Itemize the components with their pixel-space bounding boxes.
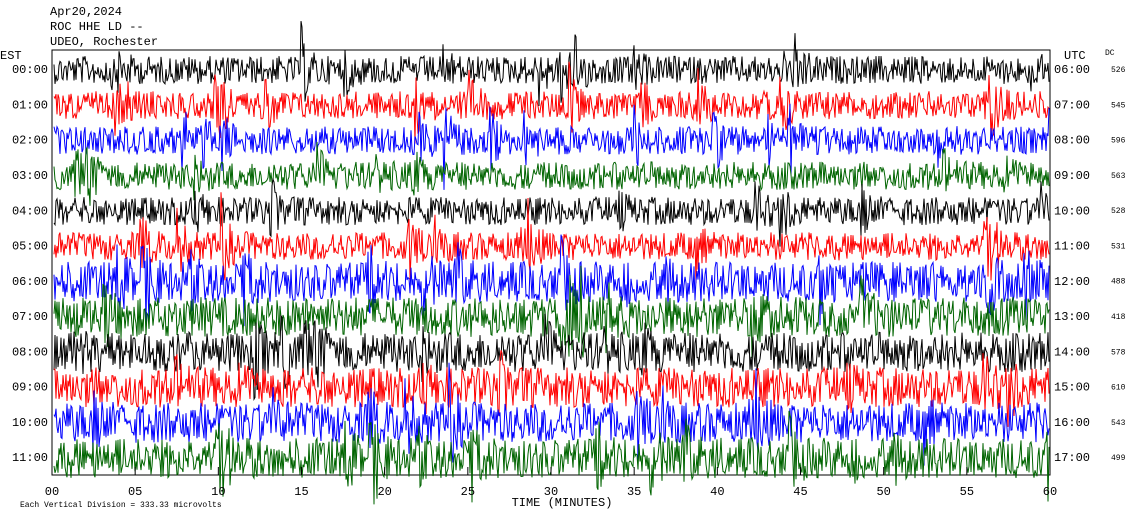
est-label: 05:00 [12, 240, 48, 254]
trace [53, 141, 1050, 206]
est-label: 03:00 [12, 169, 48, 183]
trace [53, 410, 1050, 505]
est-label: 07:00 [12, 310, 48, 324]
dc-value: 610 [1111, 384, 1126, 393]
est-label: 04:00 [12, 204, 48, 218]
trace [53, 362, 1050, 466]
est-label: 01:00 [12, 98, 48, 112]
dc-value: 543 [1111, 419, 1126, 428]
est-label: 00:00 [12, 63, 48, 77]
dc-value: 531 [1111, 242, 1126, 251]
est-label: 08:00 [12, 345, 48, 359]
x-tick-label: 10 [211, 485, 225, 499]
dc-value: 545 [1111, 101, 1126, 110]
zone-label: UTC [1064, 49, 1086, 63]
x-tick-label: 15 [294, 485, 308, 499]
x-tick-label: 50 [876, 485, 890, 499]
dc-value: 418 [1111, 313, 1126, 322]
utc-label: 07:00 [1054, 98, 1090, 112]
trace [53, 350, 1050, 427]
utc-label: 12:00 [1054, 275, 1090, 289]
title-line: ROC HHE LD -- [50, 20, 144, 34]
x-tick-label: 55 [960, 485, 974, 499]
utc-label: 10:00 [1054, 204, 1090, 218]
x-tick-label: 30 [544, 485, 558, 499]
trace [53, 234, 1050, 329]
dc-value: 499 [1111, 454, 1126, 463]
utc-label: 11:00 [1054, 240, 1090, 254]
utc-label: 09:00 [1054, 169, 1090, 183]
est-label: 10:00 [12, 416, 48, 430]
x-tick-label: 60 [1043, 485, 1057, 499]
dc-value: 488 [1111, 278, 1126, 287]
zone-label: EST [0, 49, 22, 63]
dc-value: 563 [1111, 172, 1126, 181]
est-label: 02:00 [12, 134, 48, 148]
trace [53, 313, 1050, 401]
trace [53, 177, 1050, 247]
x-tick-label: 40 [710, 485, 724, 499]
x-tick-label: 05 [128, 485, 142, 499]
trace [53, 192, 1050, 284]
trace [53, 103, 1050, 190]
x-axis-label: TIME (MINUTES) [512, 496, 613, 510]
dc-value: 526 [1111, 66, 1126, 75]
utc-label: 13:00 [1054, 310, 1090, 324]
title-line: UDEO, Rochester [50, 35, 158, 49]
dc-label: DC [1105, 49, 1115, 58]
trace [53, 21, 1050, 107]
dc-value: 578 [1111, 348, 1126, 357]
utc-label: 06:00 [1054, 63, 1090, 77]
utc-label: 17:00 [1054, 451, 1090, 465]
x-tick-label: 45 [793, 485, 807, 499]
utc-label: 14:00 [1054, 345, 1090, 359]
title-line: Apr20,2024 [50, 5, 122, 19]
x-tick-label: 00 [45, 485, 59, 499]
x-tick-label: 20 [377, 485, 391, 499]
dc-value: 528 [1111, 207, 1126, 216]
x-tick-label: 25 [461, 485, 475, 499]
utc-label: 08:00 [1054, 134, 1090, 148]
est-label: 11:00 [12, 451, 48, 465]
trace [53, 265, 1050, 358]
est-label: 06:00 [12, 275, 48, 289]
x-tick-label: 35 [627, 485, 641, 499]
utc-label: 15:00 [1054, 381, 1090, 395]
dc-value: 596 [1111, 137, 1126, 146]
utc-label: 16:00 [1054, 416, 1090, 430]
footer: Each Vertical Division = 333.33 microvol… [20, 501, 222, 510]
est-label: 09:00 [12, 381, 48, 395]
